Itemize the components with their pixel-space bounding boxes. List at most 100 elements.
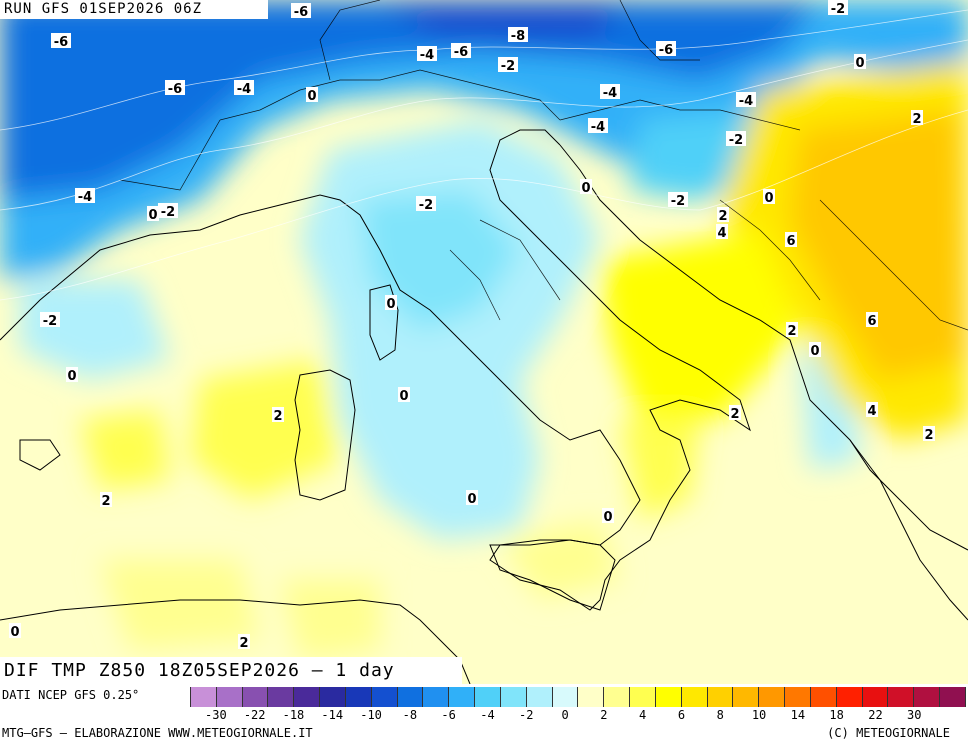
contour-label-bg [600,84,620,99]
color-scale-tick: 14 [790,708,806,722]
contour-label: 0 [307,89,316,104]
color-swatch [552,687,579,707]
borders [119,0,968,331]
color-swatch [345,687,372,707]
contour-label: -6 [659,43,673,58]
contour-label-bg [272,407,284,422]
color-swatch [785,687,811,707]
contour-label-bg [736,92,756,107]
contour-label-bg [306,87,318,102]
credit-right: (C) METEOGIORNALE [827,726,950,740]
contour-label-bg [717,207,729,222]
contour-label: -2 [419,198,433,213]
color-swatch [810,687,837,707]
color-scale-tick: -8 [402,708,418,722]
contour-label-bg [234,80,254,95]
color-scale-tick: -2 [519,708,534,722]
contour-label-bg [451,43,471,58]
contour-label: -2 [501,59,515,74]
contour-label-bg [75,188,95,203]
credit-left: MTG–GFS – ELABORAZIONE WWW.METEOGIORNALE… [2,726,313,740]
color-scale-tick: 30 [907,708,922,722]
contour-label: 0 [855,56,864,71]
contour-label: -4 [591,120,605,135]
contour-label-bg [866,402,878,417]
contour-label-bg [466,490,478,505]
contour-label-bg [147,206,159,221]
contour-label-bg [809,342,821,357]
color-scale-tick: 6 [677,708,686,722]
color-swatch [759,687,786,707]
contour-label-bg [9,623,21,638]
contour-label-bg [158,203,178,218]
contour-label: 4 [867,404,876,419]
contour-label: 2 [239,636,248,651]
contour-label: 2 [924,428,933,443]
contour-labels: -6 -2 -6 -4 -6 -8 -2 -6 0 -6 -4 0 -4 -4 2 -4 -2 0 -2 0 -4 0 -2… [9,0,935,651]
contour-label: -6 [54,35,68,50]
contour-label-bg [828,0,848,15]
contour-label: 2 [273,409,282,424]
contour-label: -2 [831,2,845,17]
color-scale-tick: -22 [243,708,266,722]
contour-label: 2 [787,324,796,339]
color-scale-tick: 8 [716,708,724,722]
color-scale-tick: -6 [441,708,456,722]
color-swatch [578,687,605,707]
contour-label: 4 [717,226,726,241]
contour-label-bg [398,387,410,402]
color-scale-tick: -4 [480,708,495,722]
contour-label-bg [729,405,741,420]
color-scale-tick: -14 [321,708,344,722]
contour-label: 0 [386,297,395,312]
contour-label-bg [726,131,746,146]
color-scale-tick: -18 [282,708,305,722]
contour-label-bg [51,33,71,48]
contour-label-bg [498,57,518,72]
color-scale-tick: 4 [639,708,647,722]
color-scale-tick: -10 [360,708,382,722]
contour-label-bg [417,46,437,61]
contour-label: -2 [671,194,685,209]
contour-label-bg [165,80,185,95]
contour-label: 2 [912,112,921,127]
color-swatch [500,687,527,707]
color-swatch [681,687,708,707]
contour-label: -6 [454,45,468,60]
color-swatch [423,687,450,707]
contour-label: 0 [581,181,590,196]
color-scale-tick: 18 [829,708,844,722]
color-swatch [190,687,217,707]
contour-label-bg [911,110,923,125]
contour-label: -8 [511,29,525,44]
contour-label: -4 [739,94,753,109]
contour-label: -2 [161,205,175,220]
field-title: DIF TMP Z850 18Z05SEP2026 – 1 day [0,657,462,684]
temperature-anomaly-map[interactable]: -6 -2 -6 -4 -6 -8 -2 -6 0 -6 -4 0 -4 -4 2 -4 -2 0 -2 0 -4 0 -2… [0,0,968,684]
color-swatch [604,687,631,707]
color-swatch [216,687,243,707]
color-scale-tick: -30 [205,708,227,722]
contour-label: 0 [67,369,76,384]
coastlines [0,129,968,684]
contour-label-bg [923,426,935,441]
contour-label-bg [656,41,676,56]
color-scale-tick: 10 [751,708,767,722]
contour-label-bg [416,196,436,211]
color-swatch [914,687,941,707]
color-scale-ticks: -30 -22 -18 -14 -10 -8 -6 -4 -2 0 2 4 6 8 10 14 18 22 30 [190,708,966,724]
contour-label: 2 [101,494,110,509]
color-swatch [294,687,321,707]
data-source-label: DATI NCEP GFS 0.25° [2,688,140,702]
contour-label-bg [100,492,112,507]
color-scale-bar [190,687,966,707]
contour-label: 0 [603,510,612,525]
contour-label-bg [66,367,78,382]
contour-label: 0 [810,344,819,359]
contour-label: -4 [78,190,92,205]
contour-label-bg [716,224,728,239]
contour-label: -4 [603,86,617,101]
color-swatch [630,687,656,707]
contour-label: 0 [399,389,408,404]
